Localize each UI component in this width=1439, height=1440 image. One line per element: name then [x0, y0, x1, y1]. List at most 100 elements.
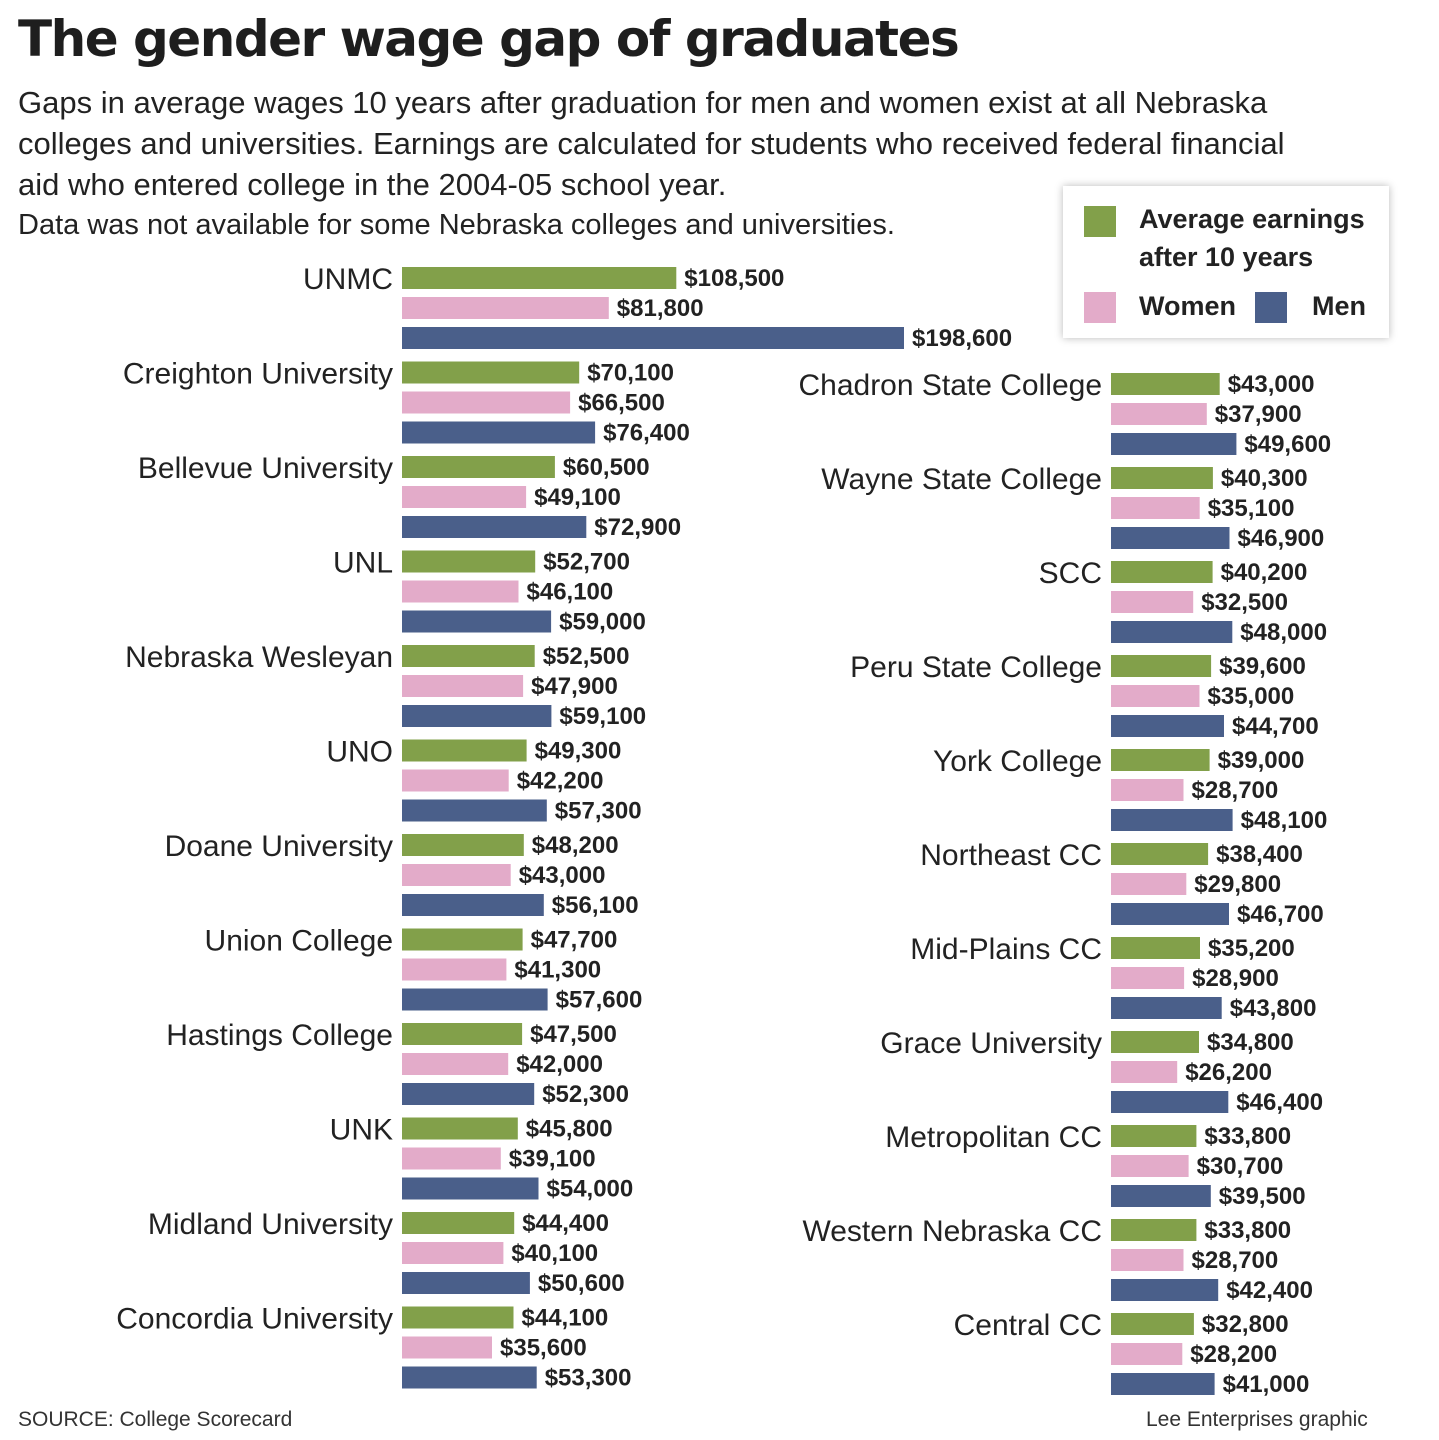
bar-men [1111, 1091, 1229, 1113]
category-label: Peru State College [850, 651, 1102, 684]
data-label-average: $52,700 [543, 549, 630, 576]
data-label-women: $43,000 [519, 862, 606, 889]
bar-men [1111, 433, 1237, 455]
bar-men [402, 1083, 535, 1105]
bar-men [1111, 715, 1224, 737]
data-label-women: $29,800 [1194, 871, 1281, 898]
category-label: York College [933, 745, 1102, 778]
data-label-women: $46,100 [527, 579, 614, 606]
data-label-men: $57,300 [555, 798, 642, 825]
bar-average [402, 1117, 518, 1140]
source-note: SOURCE: College Scorecard [18, 1408, 293, 1431]
data-label-men: $46,700 [1237, 901, 1324, 928]
data-label-men: $54,000 [547, 1176, 634, 1203]
data-label-men: $39,500 [1219, 1183, 1306, 1210]
bar-men [1111, 621, 1233, 643]
legend-label-men: Men [1312, 291, 1366, 321]
data-label-men: $48,100 [1241, 807, 1328, 834]
bar-women [1111, 685, 1200, 707]
bar-average [402, 456, 555, 478]
bar-women [1111, 497, 1200, 519]
bar-women [402, 391, 571, 414]
bar-average [402, 1023, 523, 1045]
data-label-women: $49,100 [534, 484, 621, 511]
category-label: UNK [330, 1114, 393, 1147]
bar-men [1111, 1279, 1219, 1301]
subtitle-line: aid who entered college in the 2004-05 s… [18, 167, 727, 202]
bar-women [402, 864, 511, 886]
bar-average [1111, 1313, 1194, 1335]
legend-label-women: Women [1139, 291, 1237, 321]
data-label-average: $32,800 [1202, 1311, 1289, 1338]
data-label-average: $40,200 [1221, 559, 1308, 586]
bar-average [1111, 373, 1220, 395]
data-label-average: $45,800 [526, 1116, 613, 1143]
data-label-women: $26,200 [1185, 1059, 1272, 1086]
data-label-women: $28,900 [1192, 965, 1279, 992]
data-label-women: $81,800 [617, 295, 704, 322]
data-label-men: $72,900 [594, 514, 681, 541]
bar-women [1111, 591, 1194, 613]
data-label-women: $35,000 [1208, 683, 1295, 710]
data-label-men: $50,600 [538, 1270, 625, 1297]
data-label-men: $56,100 [552, 892, 639, 919]
bar-women [402, 675, 524, 697]
bar-average [402, 1212, 515, 1234]
bar-men [402, 1177, 539, 1200]
bar-average [402, 361, 580, 384]
subtitle-line: Data was not available for some Nebraska… [18, 209, 895, 241]
category-label: Northeast CC [920, 839, 1102, 872]
bar-men [1111, 809, 1233, 831]
credit-note: Lee Enterprises graphic [1146, 1408, 1368, 1431]
data-label-men: $59,000 [559, 609, 646, 636]
data-label-men: $41,000 [1223, 1371, 1310, 1398]
bar-men [402, 988, 548, 1011]
category-label: Chadron State College [798, 369, 1102, 402]
data-label-average: $39,000 [1218, 747, 1305, 774]
data-label-women: $41,300 [514, 957, 601, 984]
bar-men [402, 516, 587, 538]
data-label-average: $49,300 [535, 738, 622, 765]
data-label-men: $48,000 [1240, 619, 1327, 646]
data-label-men: $42,400 [1226, 1277, 1313, 1304]
legend-label-average-line1: Average earnings [1139, 204, 1365, 234]
category-label: Western Nebraska CC [802, 1215, 1102, 1248]
bar-women [1111, 967, 1185, 989]
category-label: SCC [1039, 557, 1102, 590]
data-label-men: $76,400 [603, 420, 690, 447]
bar-men [402, 421, 596, 444]
bar-average [402, 267, 677, 289]
chart-title: The gender wage gap of graduates [18, 10, 960, 68]
category-label: UNO [326, 736, 393, 769]
data-label-women: $40,100 [511, 1240, 598, 1267]
bar-men [1111, 1185, 1211, 1207]
bar-women [402, 958, 507, 981]
data-label-women: $35,600 [500, 1335, 587, 1362]
bar-women [402, 486, 527, 508]
data-label-average: $33,800 [1204, 1217, 1291, 1244]
bar-women [1111, 1343, 1183, 1365]
bar-men [402, 610, 552, 633]
bar-average [402, 550, 536, 573]
data-label-women: $42,200 [517, 768, 604, 795]
data-label-average: $35,200 [1208, 935, 1295, 962]
bar-men [1111, 527, 1230, 549]
data-label-men: $57,600 [556, 987, 643, 1014]
data-label-women: $28,700 [1192, 1247, 1279, 1274]
bar-average [1111, 561, 1213, 583]
category-label: Central CC [954, 1309, 1102, 1342]
bar-women [1111, 1249, 1184, 1271]
bar-average [1111, 1031, 1199, 1053]
bar-men [1111, 997, 1222, 1019]
bar-women [402, 1242, 504, 1264]
bar-average [402, 645, 535, 667]
data-label-women: $28,200 [1190, 1341, 1277, 1368]
bar-average [402, 834, 524, 856]
category-label: Nebraska Wesleyan [125, 641, 393, 674]
data-label-average: $60,500 [563, 454, 650, 481]
category-label: Grace University [880, 1027, 1102, 1060]
bar-men [402, 1272, 530, 1294]
category-label: Union College [205, 925, 393, 958]
bar-men [402, 705, 552, 727]
